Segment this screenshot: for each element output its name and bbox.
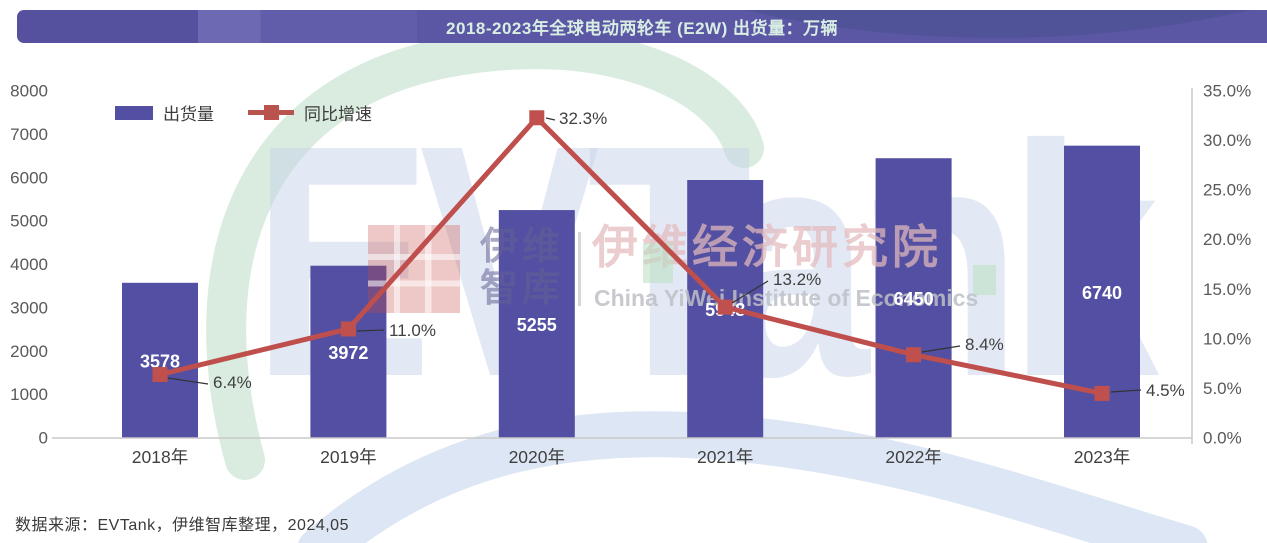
data-source-note: 数据来源：EVTank，伊维智库整理，2024,05 bbox=[15, 517, 349, 534]
line-marker-2021年 bbox=[717, 299, 733, 315]
growth-value-label: 8.4% bbox=[965, 335, 1004, 354]
line-marker-2019年 bbox=[340, 321, 356, 337]
left-axis-tick: 7000 bbox=[10, 125, 48, 144]
bar-2020年 bbox=[498, 210, 575, 438]
watermark-zh-line2: 智库 bbox=[480, 268, 565, 310]
growth-value-label: 6.4% bbox=[213, 373, 252, 392]
growth-line bbox=[157, 115, 1105, 396]
x-axis-label-2021年: 2021年 bbox=[697, 447, 753, 467]
left-axis-tick: 2000 bbox=[10, 342, 48, 361]
line-marker-2020年 bbox=[529, 110, 545, 126]
x-axis-label-2020年: 2020年 bbox=[509, 447, 565, 467]
right-axis-tick: 35.0% bbox=[1203, 82, 1251, 101]
growth-value-label: 32.3% bbox=[559, 109, 607, 128]
red-seal-logo-icon bbox=[368, 225, 460, 313]
left-axis-tick: 8000 bbox=[10, 82, 48, 101]
legend-growth-label: 同比增速 bbox=[304, 105, 372, 124]
right-axis-tick: 10.0% bbox=[1203, 329, 1251, 348]
right-axis-tick: 25.0% bbox=[1203, 181, 1251, 200]
bar-value-label: 6450 bbox=[894, 289, 934, 309]
line-swatch-icon bbox=[248, 105, 294, 120]
bar-value-label: 3578 bbox=[140, 351, 180, 371]
chart-title: 2018-2023年全球电动两轮车 (E2W) 出货量：万辆 bbox=[446, 19, 838, 38]
x-axis-label-2019年: 2019年 bbox=[320, 447, 376, 467]
x-axis-label-2018年: 2018年 bbox=[132, 447, 188, 467]
line-marker-2023年 bbox=[1094, 385, 1110, 401]
callout-connector bbox=[921, 345, 961, 353]
growth-value-label: 11.0% bbox=[389, 321, 436, 340]
left-axis-tick: 5000 bbox=[10, 212, 48, 231]
right-axis-tick: 0.0% bbox=[1203, 429, 1242, 448]
legend: 出货量 同比增速 bbox=[115, 100, 372, 125]
line-marker-2022年 bbox=[906, 347, 922, 363]
right-axis-tick: 20.0% bbox=[1203, 230, 1251, 249]
bar-value-label: 3972 bbox=[328, 343, 368, 363]
x-axis-label-2023年: 2023年 bbox=[1074, 447, 1130, 467]
left-axis-tick: 4000 bbox=[10, 255, 48, 274]
green-swoosh-arc bbox=[206, 29, 764, 480]
callout-connector bbox=[167, 377, 209, 385]
callout-connector bbox=[356, 329, 385, 332]
left-axis-tick: 1000 bbox=[10, 385, 48, 404]
callout-connector bbox=[1110, 389, 1142, 393]
right-axis-tick: 15.0% bbox=[1203, 280, 1251, 299]
bar-2022年 bbox=[875, 158, 952, 438]
green-accent-rect bbox=[973, 265, 996, 295]
left-axis-tick: 6000 bbox=[10, 168, 48, 187]
legend-shipments-label: 出货量 bbox=[163, 105, 214, 124]
legend-item-growth: 同比增速 bbox=[248, 100, 372, 125]
callout-connector bbox=[731, 280, 769, 304]
growth-value-label: 13.2% bbox=[773, 270, 821, 289]
bar-value-label: 6740 bbox=[1082, 283, 1122, 303]
watermark-zh-line1: 伊维 bbox=[480, 226, 565, 268]
watermark-en: China YiWei Institute of Economics bbox=[594, 285, 979, 311]
callout-connector bbox=[545, 117, 556, 121]
right-axis-tick: 5.0% bbox=[1203, 379, 1242, 398]
bar-value-label: 5255 bbox=[517, 315, 557, 335]
watermark-divider bbox=[578, 232, 581, 306]
line-marker-2018年 bbox=[152, 367, 168, 383]
chart-title-bar: 2018-2023年全球电动两轮车 (E2W) 出货量：万辆 bbox=[17, 10, 1267, 43]
right-axis-tick: 30.0% bbox=[1203, 131, 1251, 150]
x-axis-label-2022年: 2022年 bbox=[885, 447, 941, 467]
bar-swatch-icon bbox=[115, 105, 153, 120]
left-axis-tick: 3000 bbox=[10, 298, 48, 317]
growth-value-label: 4.5% bbox=[1146, 381, 1185, 400]
bar-2018年 bbox=[122, 282, 198, 438]
left-axis-tick: 0 bbox=[39, 429, 48, 448]
legend-item-shipments: 出货量 bbox=[115, 100, 214, 125]
